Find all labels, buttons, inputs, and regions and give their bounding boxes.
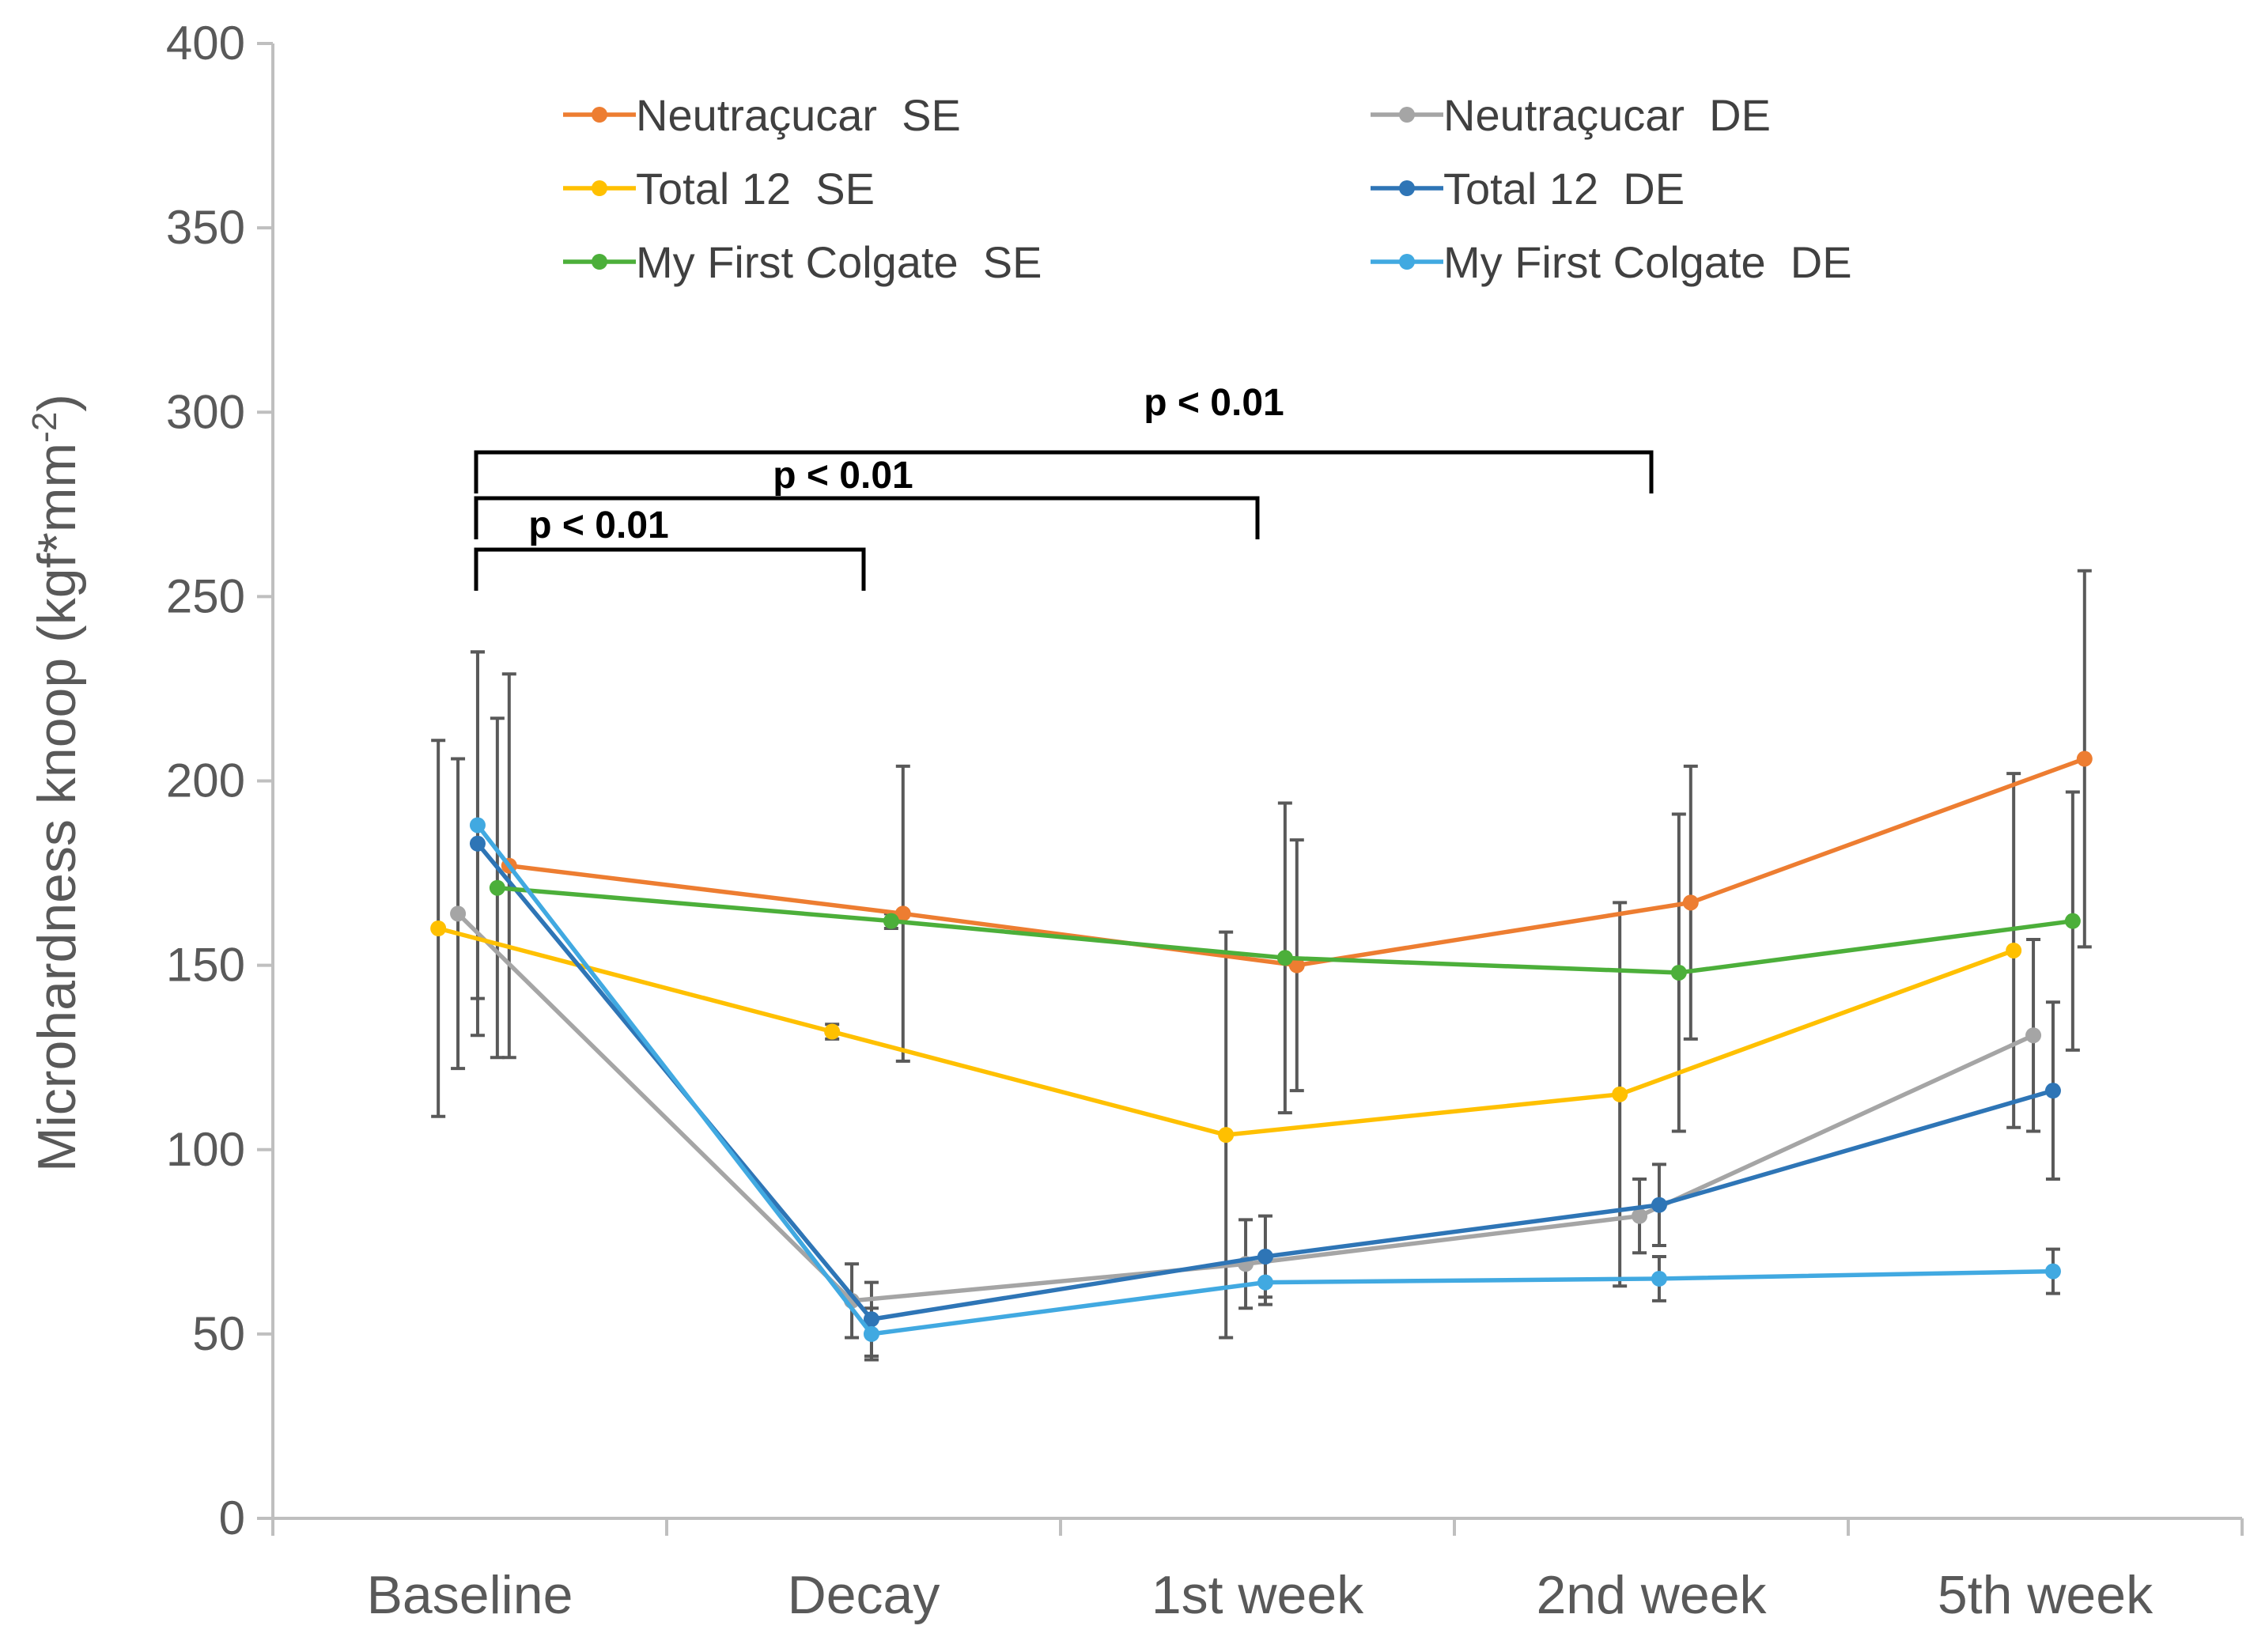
data-point	[489, 879, 505, 896]
legend-marker	[1399, 107, 1415, 123]
data-point	[430, 921, 447, 936]
legend-item: My First Colgate SE	[563, 237, 1042, 287]
series-layer	[430, 750, 2093, 1342]
legend: Neutraçucar SE Neutraçucar DE Total 12 SE T…	[563, 90, 1852, 287]
data-point	[469, 835, 486, 852]
y-tick-label: 300	[166, 385, 245, 438]
data-point	[2006, 942, 2022, 958]
significance-label: p < 0.01	[1144, 382, 1284, 424]
y-tick-label: 0	[219, 1491, 245, 1544]
legend-label: My First Colgate SE	[636, 237, 1042, 287]
data-point	[1612, 1086, 1628, 1102]
legend-marker	[592, 180, 607, 196]
series	[430, 921, 2022, 1144]
series	[469, 817, 2061, 1342]
data-point	[1651, 1270, 1667, 1287]
data-point	[2044, 1263, 2061, 1280]
data-point	[1670, 964, 1687, 981]
y-tick-label: 250	[166, 569, 245, 622]
data-point	[824, 1023, 841, 1040]
x-tick-label: 5th week	[1938, 1565, 2154, 1625]
legend-item: Total 12 DE	[1371, 164, 1685, 214]
data-point	[1651, 1196, 1667, 1213]
data-point	[1632, 1208, 1648, 1224]
data-point	[1257, 1274, 1273, 1291]
significance-label: p < 0.01	[528, 505, 668, 546]
data-point	[894, 905, 911, 922]
legend-item: Neutraçucar DE	[1371, 90, 1771, 140]
y-axis-title: Microhardness knoop (kgf*mm-2)	[25, 394, 87, 1172]
data-point	[1682, 894, 1699, 911]
series	[469, 835, 2061, 1328]
bracket-line	[474, 496, 1260, 539]
bracket-line	[474, 450, 1654, 493]
y-tick-label: 350	[166, 201, 245, 254]
significance-label: p < 0.01	[773, 455, 913, 497]
series	[501, 750, 2093, 973]
legend-marker	[1399, 254, 1415, 270]
axes-layer: 0 50 100 150 200 250 300 350 400 Baseline Decay 1st…	[166, 17, 2244, 1625]
legend-item: Neutraçucar SE	[563, 90, 961, 140]
x-tick-label: Baseline	[367, 1565, 573, 1625]
legend-label: Total 12 DE	[1443, 164, 1685, 214]
series	[489, 879, 2081, 981]
data-point	[2076, 750, 2093, 767]
data-point	[450, 905, 467, 922]
data-point	[2064, 913, 2081, 929]
y-tick-label: 50	[192, 1307, 245, 1360]
data-point	[883, 913, 899, 929]
legend-item: My First Colgate DE	[1371, 237, 1852, 287]
data-point	[2044, 1083, 2061, 1099]
legend-item: Total 12 SE	[563, 164, 875, 214]
data-point	[469, 817, 486, 834]
significance-bracket: p < 0.01	[474, 505, 866, 591]
data-point	[2025, 1027, 2042, 1044]
x-tick-label: 1st week	[1151, 1565, 1364, 1625]
legend-label: Neutraçucar SE	[636, 90, 961, 140]
x-tick-label: 2nd week	[1536, 1565, 1767, 1625]
legend-label: Total 12 SE	[636, 164, 875, 214]
data-point	[863, 1325, 879, 1342]
y-tick-label: 200	[166, 754, 245, 807]
bracket-line	[474, 547, 866, 591]
y-tick-label: 400	[166, 17, 245, 70]
data-point	[1288, 957, 1305, 973]
legend-marker	[592, 107, 607, 123]
data-point	[1218, 1127, 1235, 1144]
x-tick-label: Decay	[788, 1565, 940, 1625]
legend-marker	[592, 254, 607, 270]
y-tick-label: 150	[166, 939, 245, 992]
legend-label: Neutraçucar DE	[1443, 90, 1771, 140]
y-axis-title-superscript: -2	[25, 412, 64, 443]
data-point	[863, 1311, 879, 1328]
significance-bracket: p < 0.01	[474, 382, 1654, 493]
y-axis-title-main: Microhardness knoop (kgf*mm	[27, 443, 87, 1172]
data-point	[1276, 950, 1293, 966]
legend-marker	[1399, 180, 1415, 196]
significance-brackets: p < 0.01 p < 0.01 p < 0.01	[474, 382, 1654, 591]
y-axis-title-close: )	[27, 394, 87, 412]
legend-label: My First Colgate DE	[1443, 237, 1852, 287]
y-tick-label: 100	[166, 1123, 245, 1176]
significance-bracket: p < 0.01	[474, 455, 1260, 539]
data-point	[1257, 1248, 1273, 1265]
